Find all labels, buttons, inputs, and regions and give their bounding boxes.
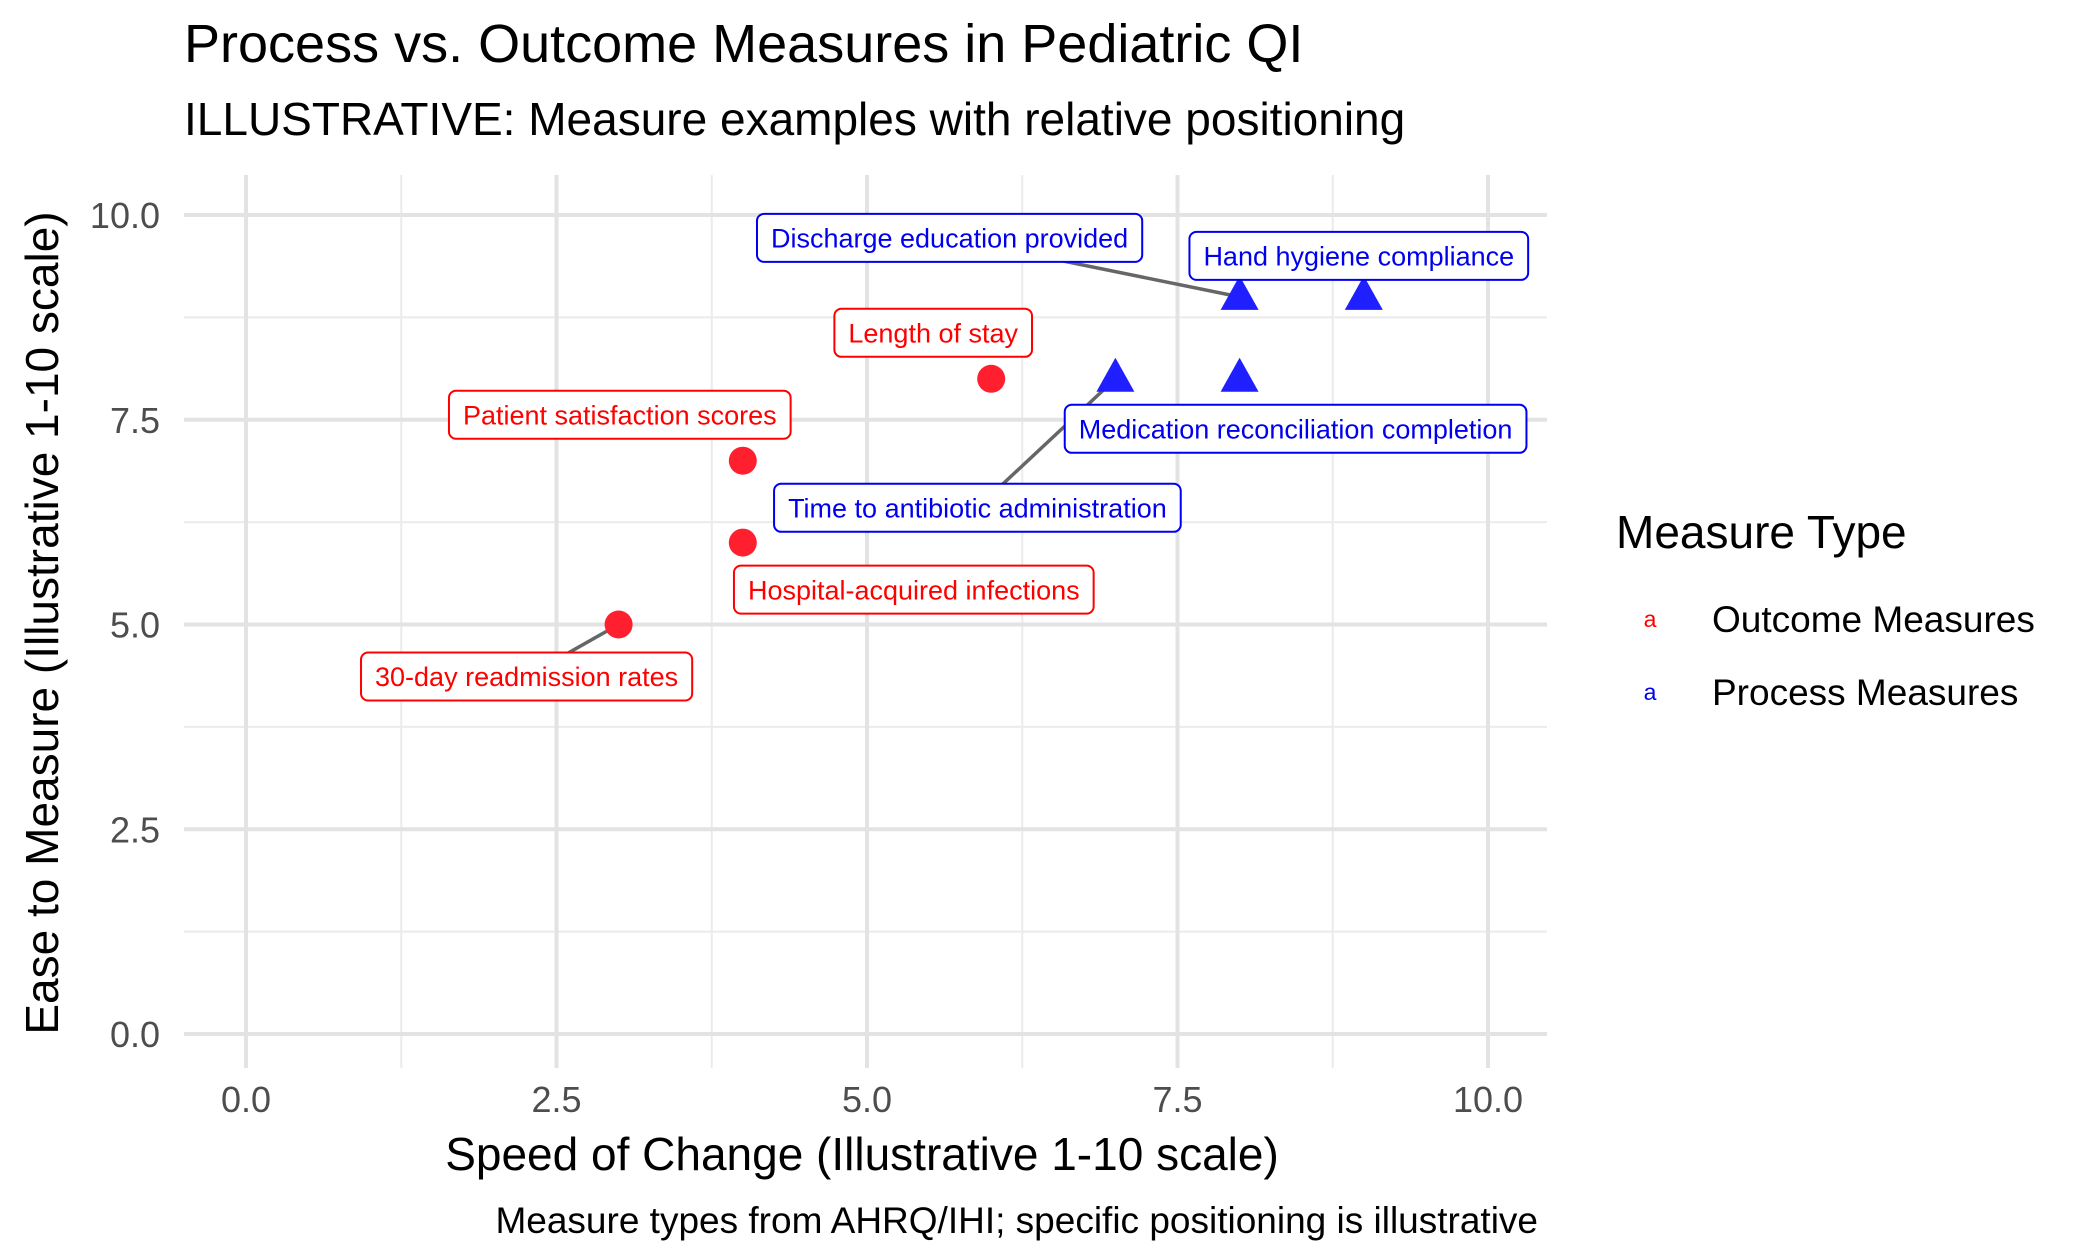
point-label: Hospital-acquired infections: [732, 564, 1095, 615]
legend-key-process: a: [1644, 679, 1657, 705]
y-tick-label: 2.5: [110, 809, 160, 850]
point-label-text: Medication reconciliation completion: [1079, 415, 1513, 445]
point-label: Discharge education provided: [755, 212, 1144, 263]
axis-ticks: 0.0 2.5 5.0 7.5 10.0 0.0 2.5 5.0 7.5 10.0: [90, 195, 1523, 1120]
y-tick-label: 5.0: [110, 605, 160, 646]
point-label-box: [447, 389, 792, 440]
data-point-triangle: [1220, 275, 1259, 310]
y-axis-label: Ease to Measure (Illustrative 1-10 scale…: [16, 211, 68, 1034]
point-label: Length of stay: [833, 307, 1034, 358]
data-point-circle: [977, 364, 1006, 393]
point-label: 30-day readmission rates: [360, 651, 694, 702]
x-tick-label: 5.0: [842, 1079, 892, 1120]
y-tick-label: 10.0: [90, 195, 160, 236]
point-label-text: Discharge education provided: [771, 224, 1128, 254]
x-tick-label: 2.5: [531, 1079, 581, 1120]
point-labels: 30-day readmission rates Patient satisfac…: [360, 212, 1530, 702]
x-tick-label: 0.0: [221, 1079, 271, 1120]
x-tick-label: 10.0: [1453, 1079, 1523, 1120]
point-label-box: [1188, 230, 1530, 281]
data-point-circle: [728, 446, 757, 475]
point-label: Patient satisfaction scores: [447, 389, 792, 440]
y-tick-label: 7.5: [110, 400, 160, 441]
point-label-box: [360, 651, 694, 702]
point-label-box: [755, 212, 1144, 263]
point-label-box: [732, 564, 1095, 615]
y-tick-label: 0.0: [110, 1014, 160, 1055]
legend-title: Measure Type: [1616, 506, 1907, 558]
data-point-triangle: [1344, 275, 1383, 310]
point-label-box: [773, 482, 1182, 533]
point-label: Hand hygiene compliance: [1188, 230, 1530, 281]
point-label-text: 30-day readmission rates: [375, 662, 678, 692]
point-label: Medication reconciliation completion: [1063, 403, 1528, 454]
point-label: Time to antibiotic administration: [773, 482, 1182, 533]
point-label-text: Patient satisfaction scores: [463, 400, 777, 430]
chart-subtitle: ILLUSTRATIVE: Measure examples with rela…: [184, 93, 1405, 145]
x-tick-label: 7.5: [1152, 1079, 1202, 1120]
point-label-box: [833, 307, 1034, 358]
x-axis-label: Speed of Change (Illustrative 1-10 scale…: [445, 1128, 1279, 1180]
point-label-text: Length of stay: [848, 319, 1018, 349]
point-label-text: Time to antibiotic administration: [788, 494, 1167, 524]
data-point-triangle: [1096, 357, 1135, 392]
point-label-text: Hand hygiene compliance: [1203, 242, 1514, 272]
point-label-box: [1063, 403, 1528, 454]
chart-title: Process vs. Outcome Measures in Pediatri…: [184, 14, 1303, 74]
legend-label-outcome: Outcome Measures: [1712, 599, 2035, 640]
legend-key-outcome: a: [1644, 606, 1657, 632]
point-label-text: Hospital-acquired infections: [748, 575, 1080, 605]
legend: Measure Type a Outcome Measures a Proces…: [1616, 506, 2035, 713]
data-point-triangle: [1220, 357, 1259, 392]
chart-caption: Measure types from AHRQ/IHI; specific po…: [495, 1200, 1538, 1241]
data-point-circle: [604, 610, 633, 639]
data-point-circle: [728, 528, 757, 557]
legend-label-process: Process Measures: [1712, 672, 2018, 713]
data-points: [604, 275, 1383, 639]
